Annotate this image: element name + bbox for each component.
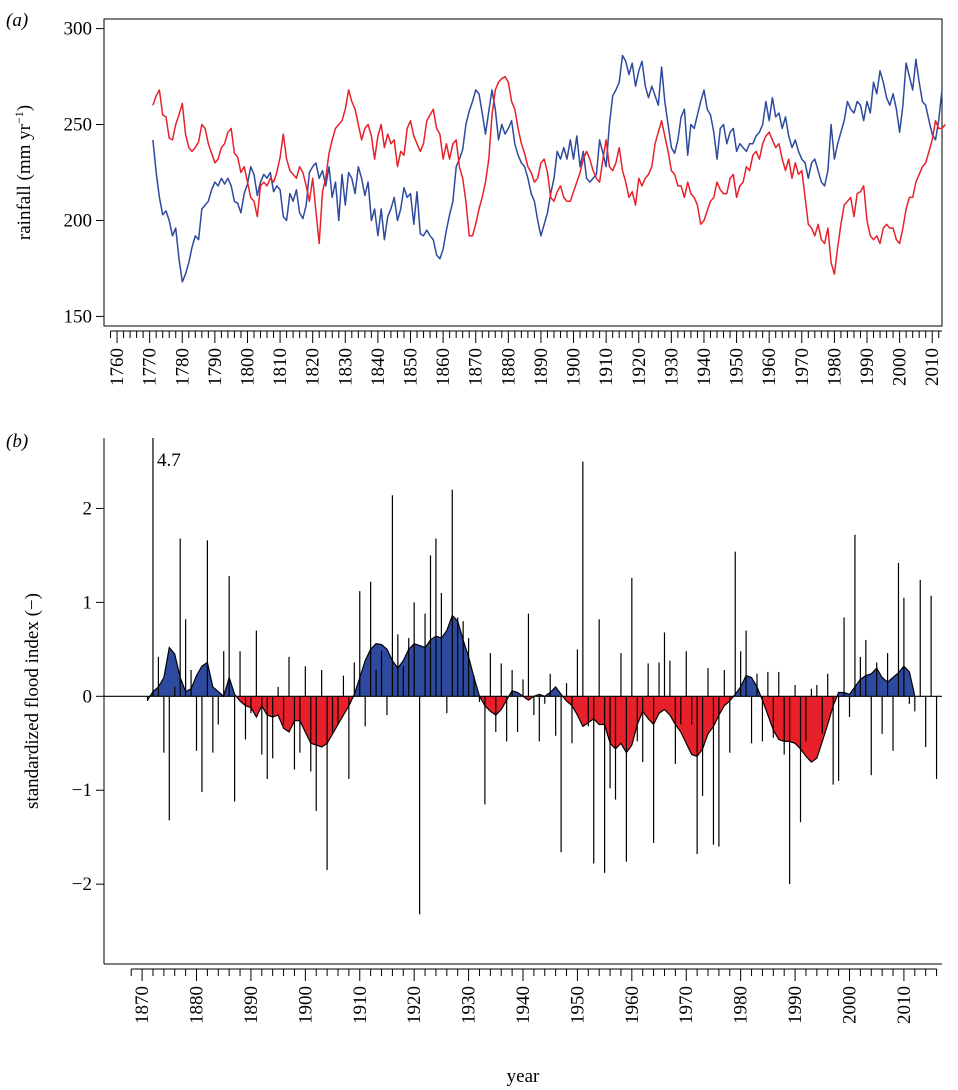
- y-tick-label: 1: [83, 592, 93, 613]
- x-tick-label: 1890: [531, 348, 552, 386]
- x-tick-label: 2000: [839, 986, 860, 1024]
- x-tick-label: 1890: [241, 986, 262, 1024]
- panel-b-label: (b): [6, 431, 28, 452]
- x-tick-label: 1960: [759, 348, 780, 386]
- panel-b-x-axis: 1870 1880 1890 1900 1910 1920 1930 1940 1950 1960…: [130, 968, 938, 1024]
- y-tick-label: 200: [64, 210, 93, 231]
- x-tick-label: 1980: [824, 348, 845, 386]
- rainfall-series-red: [152, 75, 946, 275]
- x-tick-label: 1820: [303, 348, 324, 386]
- panel-b-y-axis-label: standardized flood index (−): [22, 593, 43, 809]
- y-tick-label: 300: [64, 19, 93, 40]
- y-tick-label: 150: [64, 306, 93, 327]
- x-tick-label: 1770: [140, 348, 161, 386]
- rainfall-series-blue: [152, 54, 943, 283]
- x-tick-label: 1910: [596, 348, 617, 386]
- y-tick-label: 2: [83, 498, 93, 519]
- x-tick-label: 1840: [368, 348, 389, 386]
- x-tick-label: 1970: [792, 348, 813, 386]
- panel-a-y-axis: 150 200 250 300: [64, 19, 104, 327]
- x-tick-label: 1950: [567, 986, 588, 1024]
- panel-b-axes: [103, 438, 942, 965]
- panel-a-y-axis-label: rainfall (mm yr−1): [12, 105, 35, 240]
- x-tick-label: 1860: [433, 348, 454, 386]
- panel-b-y-axis: −2 −1 0 1 2: [72, 498, 104, 895]
- y-tick-label: −2: [72, 874, 92, 895]
- x-tick-label: 1800: [237, 348, 258, 386]
- panel-b-smoothed-area: [146, 614, 916, 763]
- x-tick-label: 1900: [295, 986, 316, 1024]
- negative-anomaly-area: [147, 696, 915, 763]
- panel-b-annotation: 4.7: [157, 450, 181, 471]
- y-tick-label: 0: [83, 686, 93, 707]
- x-tick-label: 2010: [894, 986, 915, 1024]
- x-tick-label: 1940: [694, 348, 715, 386]
- y-tick-label: −1: [72, 780, 92, 801]
- x-tick-label: 2000: [890, 348, 911, 386]
- x-tick-label: 1790: [205, 348, 226, 386]
- x-tick-label: 1940: [513, 986, 534, 1024]
- x-tick-label: 1920: [629, 348, 650, 386]
- panel-a-x-axis: 1760 1770 1780 1790 1800 1810 1820 1830 1840 1850…: [107, 330, 943, 386]
- x-tick-label: 1880: [187, 986, 208, 1024]
- panel-a-label: (a): [6, 10, 28, 31]
- x-tick-label: 1870: [466, 348, 487, 386]
- x-tick-label: 1920: [404, 986, 425, 1024]
- x-tick-label: 2010: [922, 348, 943, 386]
- panel-a-rainfall: (a) 150 200 250 300 1760 1770 1780 1790 1800 181…: [6, 10, 946, 386]
- x-tick-label: 1850: [401, 348, 422, 386]
- x-tick-label: 1990: [857, 348, 878, 386]
- x-tick-label: 1990: [785, 986, 806, 1024]
- x-tick-label: 1760: [107, 348, 128, 386]
- x-tick-label: 1970: [676, 986, 697, 1024]
- x-tick-label: 1780: [172, 348, 193, 386]
- x-tick-label: 1930: [459, 986, 480, 1024]
- panel-b-flood-index: (b) −2 −1 0 1 2 1870 1880 1890 1900 1910 1920 1930…: [6, 431, 942, 1087]
- x-tick-label: 1950: [727, 348, 748, 386]
- x-tick-label: 1880: [498, 348, 519, 386]
- x-tick-label: 1900: [564, 348, 585, 386]
- x-tick-label: 1960: [622, 986, 643, 1024]
- panel-b-x-axis-label: year: [507, 1066, 540, 1087]
- x-tick-label: 1870: [132, 986, 153, 1024]
- x-tick-label: 1830: [335, 348, 356, 386]
- x-tick-label: 1980: [731, 986, 752, 1024]
- smoothed-index-line: [146, 614, 916, 763]
- x-tick-label: 1910: [350, 986, 371, 1024]
- x-tick-label: 1930: [661, 348, 682, 386]
- panel-a-series: [152, 54, 946, 283]
- x-tick-label: 1810: [270, 348, 291, 386]
- panel-a-plot-frame: [103, 18, 943, 327]
- panel-b-annual-bars: [146, 438, 938, 915]
- y-tick-label: 250: [64, 115, 93, 136]
